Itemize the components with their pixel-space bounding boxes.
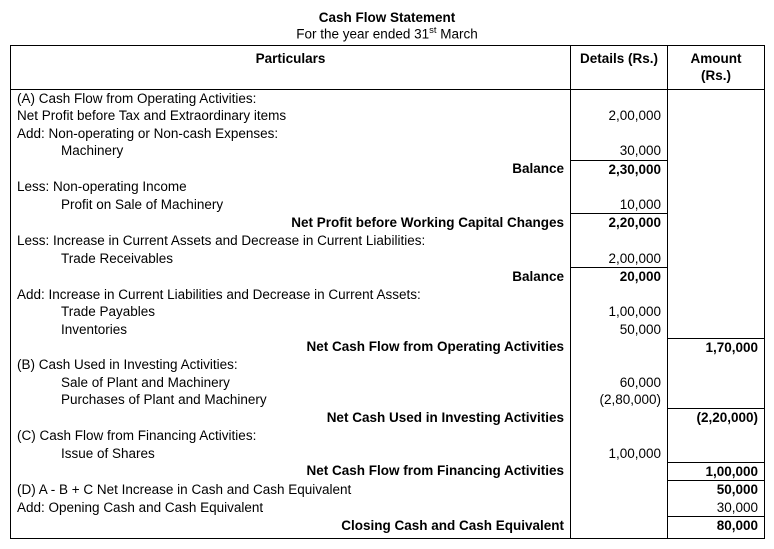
table-row: Net Cash Flow from Financing Activities1… [11, 462, 765, 481]
table-row: Balance20,000 [11, 268, 765, 286]
header-particulars: Particulars [11, 45, 571, 89]
table-row: (C) Cash Flow from Financing Activities: [11, 427, 765, 445]
header-row: Particulars Details (Rs.) Amount (Rs.) [11, 45, 765, 89]
table-row: Trade Receivables2,00,000 [11, 250, 765, 268]
table-row: (A) Cash Flow from Operating Activities: [11, 89, 765, 107]
table-row: Purchases of Plant and Machinery(2,80,00… [11, 391, 765, 409]
table-row: (D) A - B + C Net Increase in Cash and C… [11, 481, 765, 499]
table-row: Add: Increase in Current Liabilities and… [11, 286, 765, 304]
table-row: Less: Increase in Current Assets and Dec… [11, 232, 765, 250]
table-row: Issue of Shares1,00,000 [11, 445, 765, 463]
table-row: Balance2,30,000 [11, 160, 765, 178]
table-row: Net Profit before Tax and Extraordinary … [11, 107, 765, 125]
table-row: Sale of Plant and Machinery60,000 [11, 374, 765, 392]
table-row: (B) Cash Used in Investing Activities: [11, 356, 765, 374]
table-row: Less: Non-operating Income [11, 178, 765, 196]
cash-flow-table: Particulars Details (Rs.) Amount (Rs.) (… [10, 45, 765, 539]
table-row: Machinery30,000 [11, 142, 765, 160]
table-row: Trade Payables1,00,000 [11, 303, 765, 321]
statement-title: Cash Flow Statement [10, 10, 764, 25]
table-row: Add: Non-operating or Non-cash Expenses: [11, 125, 765, 143]
table-row: Net Cash Flow from Operating Activities1… [11, 338, 765, 356]
statement-subtitle: For the year ended 31st March [10, 25, 764, 42]
table-row: Net Profit before Working Capital Change… [11, 214, 765, 232]
table-row: Profit on Sale of Machinery10,000 [11, 196, 765, 214]
table-row: Closing Cash and Cash Equivalent80,000 [11, 517, 765, 539]
header-details: Details (Rs.) [571, 45, 668, 89]
table-row: Net Cash Used in Investing Activities(2,… [11, 409, 765, 427]
table-row: Add: Opening Cash and Cash Equivalent30,… [11, 499, 765, 517]
header-amount: Amount (Rs.) [668, 45, 765, 89]
table-row: Inventories50,000 [11, 321, 765, 339]
